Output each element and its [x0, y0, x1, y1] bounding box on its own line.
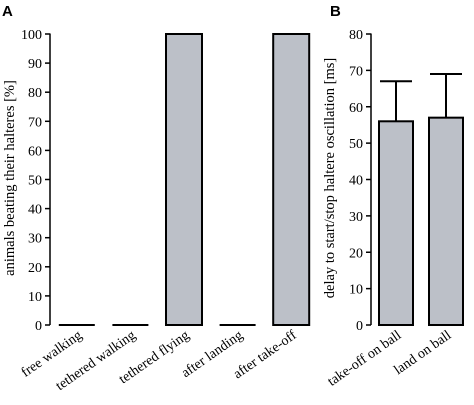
panel-b-category-label: land on ball — [392, 328, 455, 378]
panel-b-y-tick-label: 20 — [349, 246, 363, 261]
panel-a-y-tick-label: 40 — [28, 203, 42, 218]
panel-b-y-tick-label: 40 — [349, 174, 363, 189]
panel-b-letter: B — [330, 3, 341, 20]
panel-a-y-tick-label: 100 — [21, 28, 42, 43]
panel-b-bar — [428, 116, 464, 326]
panel-b-category-label: take-off on ball — [325, 328, 404, 390]
panel-b: B delay to start/stop haltere oscillatio… — [322, 3, 464, 390]
panel-b-bar — [378, 120, 414, 326]
panel-b-y-tick-label: 70 — [349, 64, 363, 79]
panel-a: A animals beating their halteres [%] 0 10… — [2, 3, 311, 394]
panel-b-y-tick-label: 50 — [349, 137, 363, 152]
panel-a-bar — [165, 33, 203, 326]
panel-a-y-axis-label: animals beating their halteres [%] — [2, 80, 18, 276]
panel-b-y-axis-label: delay to start/stop haltere oscillation … — [322, 58, 338, 298]
panel-b-y-tick-label: 60 — [349, 101, 363, 116]
panel-a-y-tick-label: 60 — [28, 144, 42, 159]
panel-a-y-tick-label: 90 — [28, 57, 42, 72]
panel-b-y-tick-label: 30 — [349, 210, 363, 225]
panel-a-y-tick-label: 80 — [28, 86, 42, 101]
panel-a-y-tick-label: 0 — [35, 319, 42, 334]
panel-a-y-tick-label: 30 — [28, 232, 42, 247]
panel-a-y-tick-label: 50 — [28, 174, 42, 189]
panel-a-y-tick-label: 10 — [28, 290, 42, 305]
panel-a-bar — [272, 33, 311, 326]
panel-b-y-tick-label: 0 — [356, 319, 363, 334]
panel-b-y-tick-label: 10 — [349, 283, 363, 298]
panel-a-letter: A — [2, 3, 13, 20]
panel-a-y-tick-label: 70 — [28, 115, 42, 130]
panel-b-y-tick-label: 80 — [349, 28, 363, 43]
panel-a-y-tick-label: 20 — [28, 261, 42, 276]
